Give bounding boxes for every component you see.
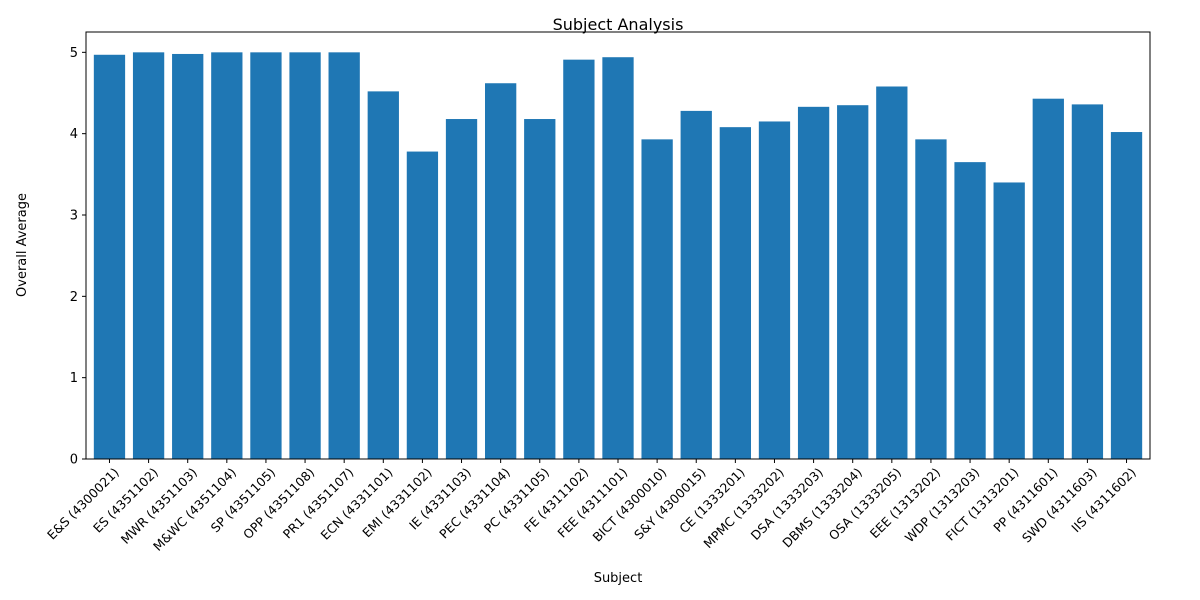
bar [485, 83, 517, 460]
bar [915, 139, 947, 460]
bar [1032, 98, 1064, 460]
bar [211, 52, 243, 459]
bar [250, 52, 282, 459]
y-tick-label: 5 [70, 46, 78, 61]
bar [680, 110, 712, 459]
bar [876, 86, 908, 459]
y-tick-label: 4 [70, 127, 78, 142]
y-tick-label: 0 [70, 453, 78, 468]
bar [993, 182, 1025, 459]
y-tick-label: 2 [70, 290, 78, 305]
bar [132, 52, 165, 459]
bar [445, 119, 478, 459]
plot-frame [85, 31, 1151, 460]
bar [172, 53, 204, 460]
bar [797, 106, 830, 460]
x-axis-label: Subject [594, 571, 643, 586]
bar [289, 52, 321, 459]
y-tick-label: 3 [70, 209, 78, 224]
y-axis: 0 1 2 3 4 5 [70, 46, 86, 468]
bar [524, 119, 556, 459]
bar [954, 162, 986, 459]
bar [602, 57, 634, 460]
bar [1071, 104, 1104, 460]
bar [719, 127, 751, 459]
bar [328, 52, 360, 459]
bar [1110, 132, 1143, 460]
y-axis-label: Overall Average [15, 193, 30, 297]
bars-group [93, 52, 1143, 460]
bar [758, 121, 791, 459]
bar [641, 139, 673, 460]
bar [367, 91, 399, 459]
bar [563, 59, 595, 460]
bar [93, 54, 126, 459]
bar [406, 151, 439, 459]
y-tick-label: 1 [70, 371, 78, 386]
chart-title: Subject Analysis [553, 15, 684, 34]
bar [837, 105, 869, 459]
